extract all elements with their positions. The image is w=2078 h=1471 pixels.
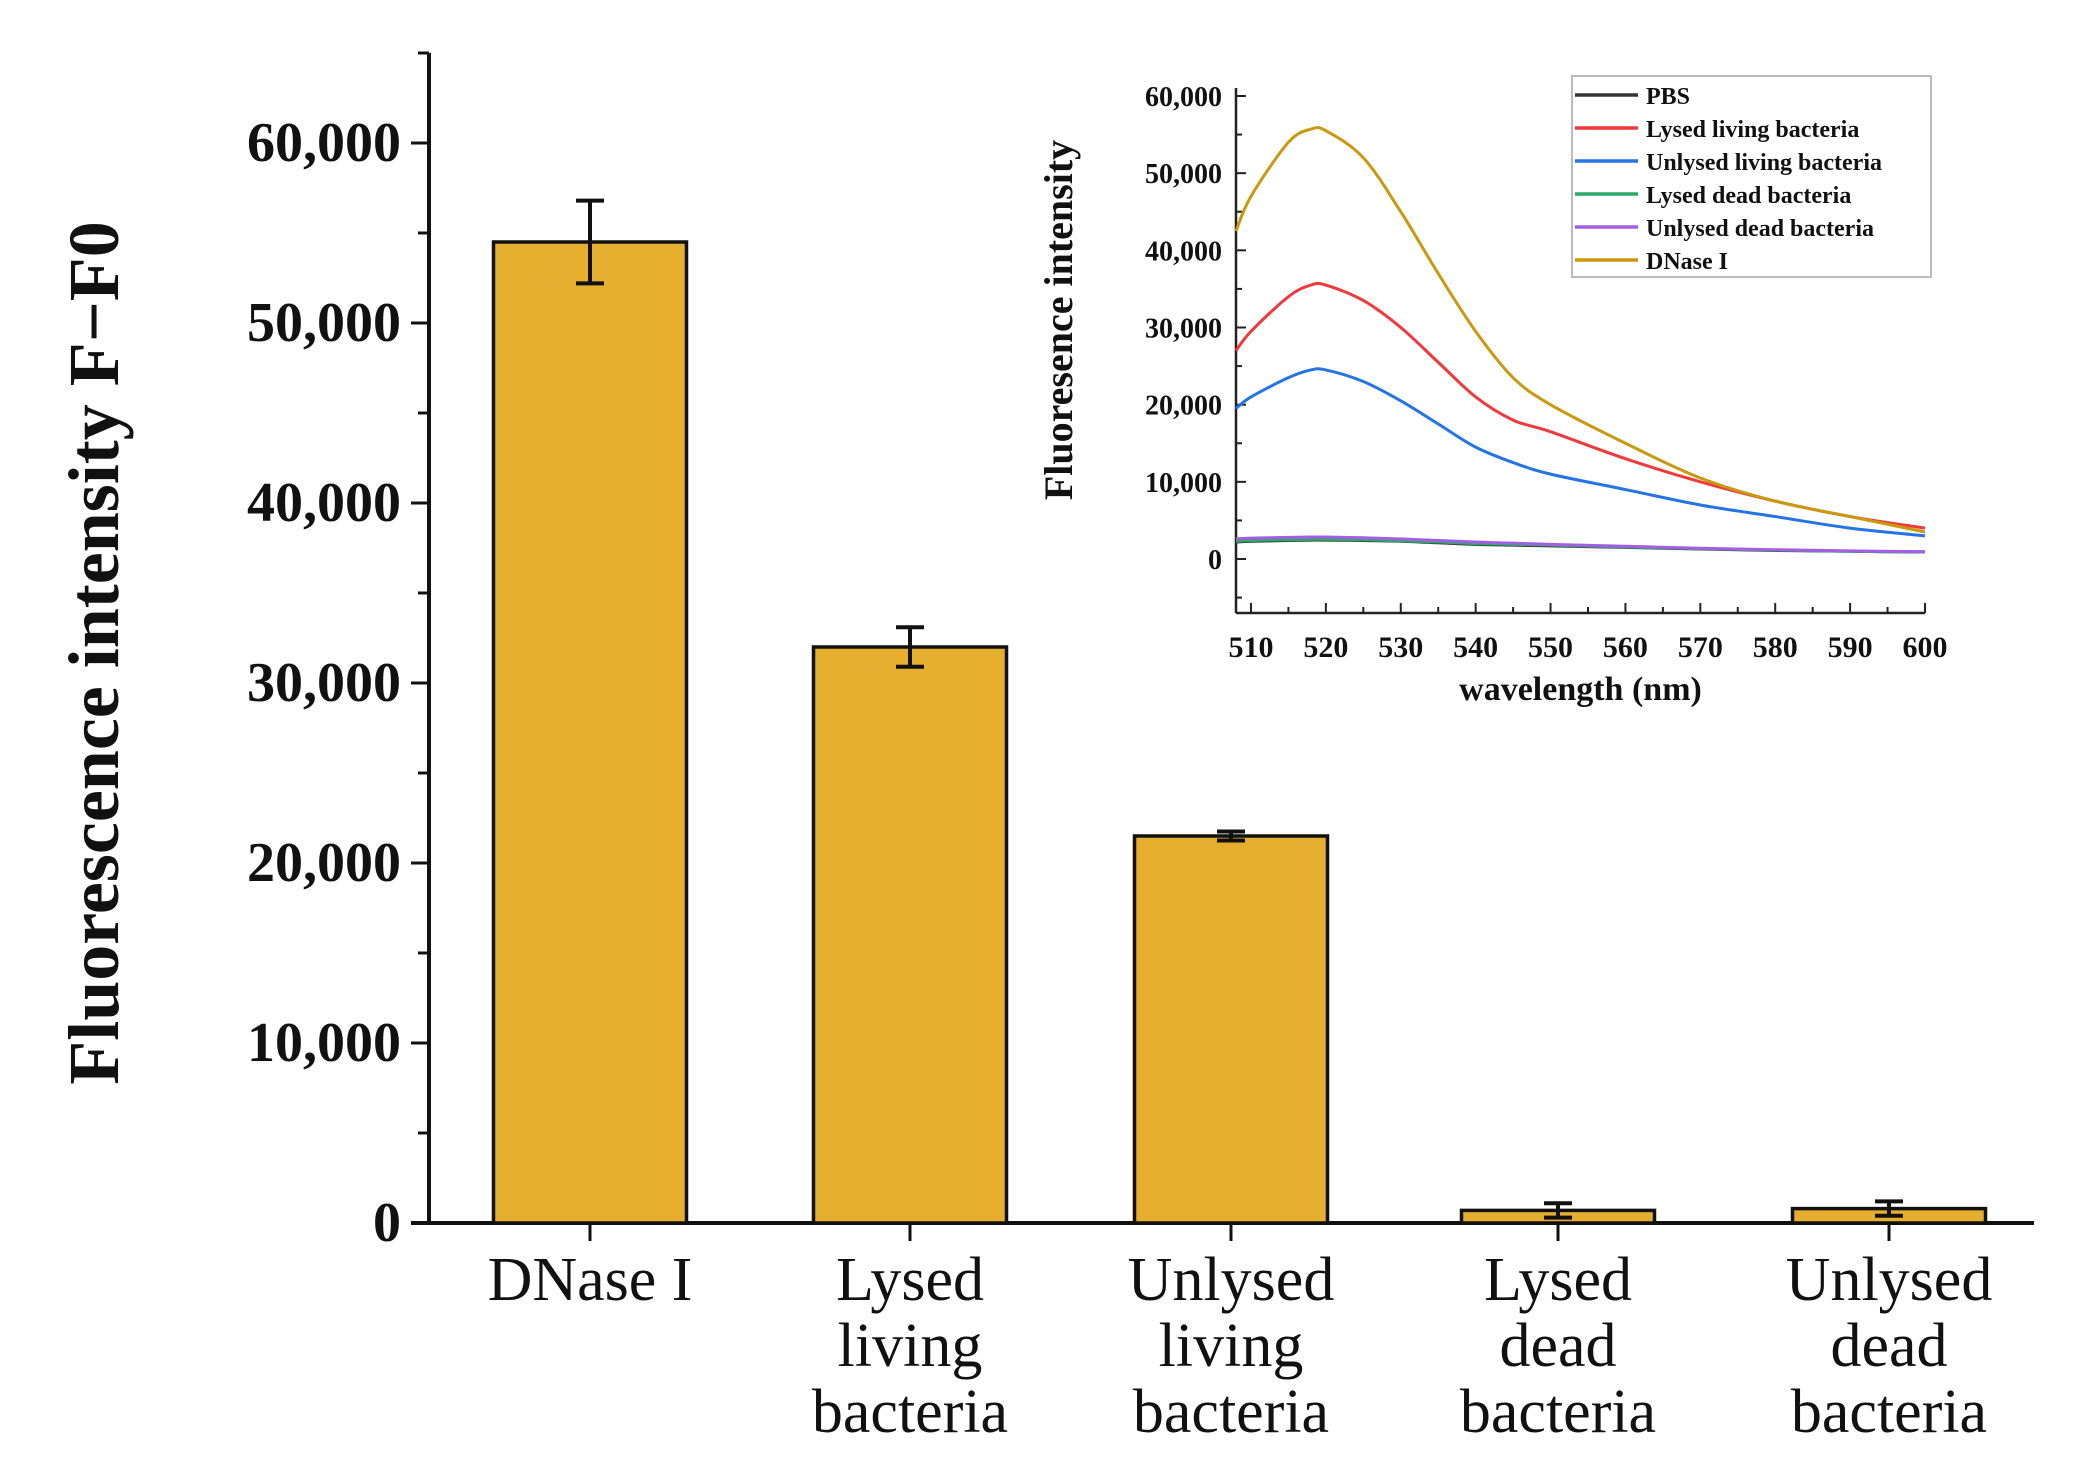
inset-x-tick-label: 580 (1753, 631, 1798, 664)
inset-y-tick-label: 60,000 (1145, 82, 1222, 113)
inset-series-line (1234, 281, 1926, 530)
y-axis-label: Fluorescence intensity F−F0 (54, 221, 134, 1085)
x-tick-label: Lysed (1484, 1246, 1632, 1314)
inset-x-tick-label: 570 (1678, 631, 1723, 664)
inset-x-tick-label: 600 (1903, 631, 1948, 664)
inset-x-tick-label: 550 (1528, 631, 1573, 664)
y-tick-label: 40,000 (247, 472, 401, 534)
legend-label: Unlysed living bacteria (1646, 150, 1882, 176)
inset-series-line (1235, 367, 1926, 538)
x-tick-label: dead (1830, 1312, 1947, 1380)
inset-x-tick-label: 510 (1228, 631, 1273, 664)
x-tick-label: Unlysed (1128, 1246, 1335, 1314)
inset-x-axis-label: wavelength (nm) (1459, 671, 1702, 708)
x-tick-label: living (1159, 1312, 1304, 1380)
x-tick-label: dead (1499, 1312, 1616, 1380)
inset-y-tick-label: 20,000 (1145, 391, 1222, 422)
inset-y-tick-label: 10,000 (1145, 468, 1222, 499)
bar (811, 645, 1009, 1225)
y-tick-label: 20,000 (247, 832, 401, 894)
x-tick-label: bacteria (812, 1378, 1008, 1446)
x-tick-label: Unlysed (1786, 1246, 1993, 1314)
inset-y-tick-label: 30,000 (1145, 314, 1222, 345)
bar (491, 240, 689, 1225)
legend-label: Unlysed dead bacteria (1646, 216, 1874, 242)
y-tick-label: 30,000 (247, 652, 401, 714)
inset-y-tick-label: 40,000 (1145, 236, 1222, 267)
inset-chart: 0 10,000 20,000 30,000 40,000 50,000 60,000 510… (1036, 75, 1948, 708)
legend-label: Lysed dead bacteria (1646, 183, 1851, 209)
legend-label: DNase I (1646, 249, 1728, 275)
inset-series-line (1234, 125, 1926, 534)
inset-x-tick-label: 590 (1828, 631, 1873, 664)
inset-x-tick-label: 540 (1453, 631, 1498, 664)
legend-box (1571, 75, 1932, 278)
y-tick-label: 50,000 (247, 292, 401, 354)
bar (1132, 834, 1330, 1225)
inset-x-tick-label: 530 (1378, 631, 1423, 664)
inset-series-line (1235, 535, 1926, 554)
inset-y-tick-label: 0 (1208, 545, 1222, 576)
inset-y-axis-label: Fluoresence intensity (1036, 140, 1081, 500)
y-tick-label: 0 (373, 1192, 401, 1254)
legend-label: PBS (1646, 84, 1690, 110)
x-tick-label: DNase I (488, 1246, 693, 1314)
x-tick-label: Lysed (836, 1246, 984, 1314)
y-tick-label: 60,000 (247, 112, 401, 174)
x-tick-label: living (838, 1312, 983, 1380)
legend-label: Lysed living bacteria (1646, 117, 1859, 143)
inset-legend: PBS Lysed living bacteria Unlysed living b… (1571, 75, 1932, 278)
x-tick-label: bacteria (1460, 1378, 1656, 1446)
x-tick-label: bacteria (1791, 1378, 1987, 1446)
inset-y-tick-label: 50,000 (1145, 159, 1222, 190)
inset-x-tick-label: 560 (1603, 631, 1648, 664)
y-tick-label: 10,000 (247, 1012, 401, 1074)
x-tick-label: bacteria (1133, 1378, 1329, 1446)
inset-x-tick-label: 520 (1303, 631, 1348, 664)
